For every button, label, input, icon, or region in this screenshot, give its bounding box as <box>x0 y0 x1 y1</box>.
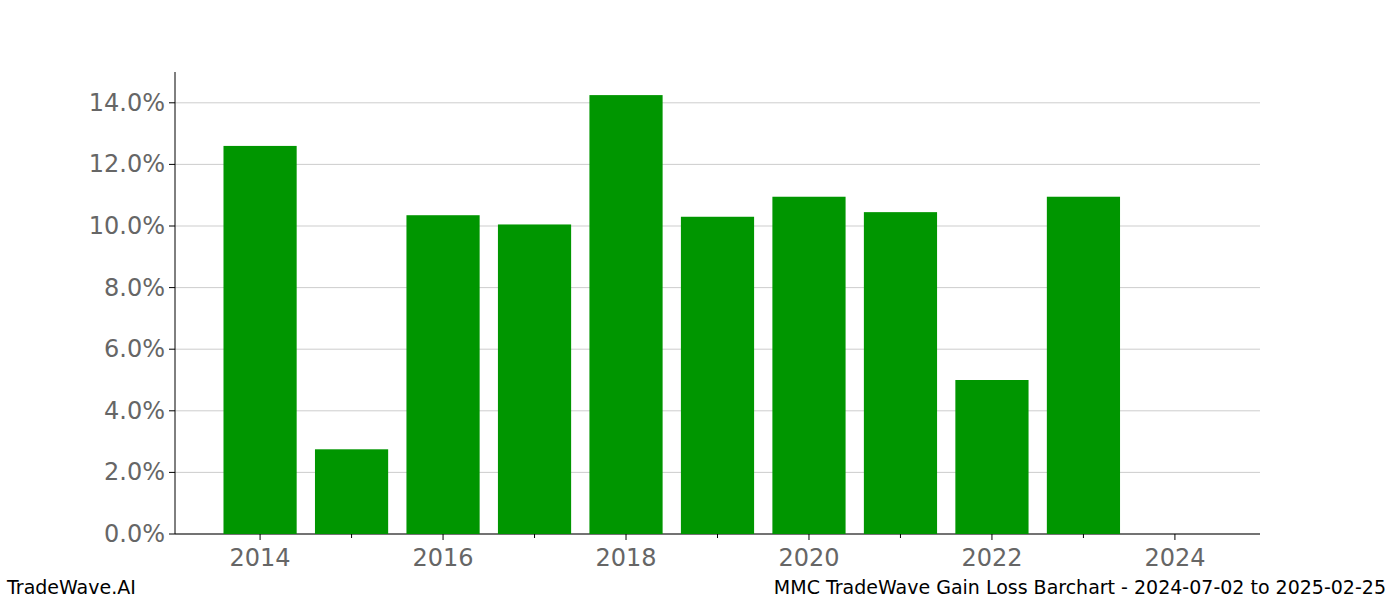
x-tick <box>808 534 809 540</box>
y-tick <box>169 472 175 473</box>
bars <box>223 95 1120 534</box>
bar <box>772 197 845 534</box>
x-tick-label: 2014 <box>230 544 291 572</box>
y-tick-label: 4.0% <box>104 397 165 425</box>
y-tick-label: 12.0% <box>89 150 165 178</box>
y-axis-line <box>175 72 176 534</box>
chart-container: 0.0% 2.0% 4.0% 6.0% 8.0% 10.0% 12.0% 14.0% 2014 2… <box>0 0 1400 600</box>
x-tick-label: 2022 <box>961 544 1022 572</box>
bar <box>315 449 388 534</box>
x-minor-tick <box>1083 534 1084 538</box>
x-minor-tick <box>717 534 718 538</box>
bar <box>681 217 754 534</box>
bar <box>223 146 296 534</box>
x-tick-label: 2018 <box>595 544 656 572</box>
y-tick <box>169 164 175 165</box>
y-tick-label: 10.0% <box>89 212 165 240</box>
bar <box>406 215 479 534</box>
bar <box>955 380 1028 534</box>
annotation: TradeWave.AI <box>6 576 136 598</box>
y-tick <box>169 349 175 350</box>
x-tick-label: 2020 <box>778 544 839 572</box>
title: MMC TradeWave Gain Loss Barchart - 2024-… <box>774 576 1386 598</box>
x-tick-label: 2016 <box>413 544 474 572</box>
chart-svg: 0.0% 2.0% 4.0% 6.0% 8.0% 10.0% 12.0% 14.0% 2014 2… <box>0 0 1400 600</box>
y-tick-label: 2.0% <box>104 458 165 486</box>
y-tick <box>169 410 175 411</box>
y-tick-label: 14.0% <box>89 89 165 117</box>
x-tick <box>1174 534 1175 540</box>
bar <box>498 224 571 534</box>
axes: 0.0% 2.0% 4.0% 6.0% 8.0% 10.0% 12.0% 14.0% 2014 2… <box>89 72 1260 572</box>
y-tick <box>169 102 175 103</box>
x-minor-tick <box>351 534 352 538</box>
y-tick-label: 0.0% <box>104 520 165 548</box>
x-tick <box>443 534 444 540</box>
y-tick-label: 6.0% <box>104 335 165 363</box>
bar <box>589 95 662 534</box>
grid <box>175 103 1260 534</box>
bar <box>1047 197 1120 534</box>
y-tick-label: 8.0% <box>104 274 165 302</box>
y-tick <box>169 534 175 535</box>
y-tick <box>169 226 175 227</box>
x-tick <box>991 534 992 540</box>
grid-line <box>175 164 1260 165</box>
bar <box>864 212 937 534</box>
x-minor-tick <box>900 534 901 538</box>
y-tick <box>169 287 175 288</box>
x-tick <box>260 534 261 540</box>
x-tick-label: 2024 <box>1144 544 1205 572</box>
grid-line <box>175 102 1260 103</box>
x-minor-tick <box>534 534 535 538</box>
x-tick <box>626 534 627 540</box>
